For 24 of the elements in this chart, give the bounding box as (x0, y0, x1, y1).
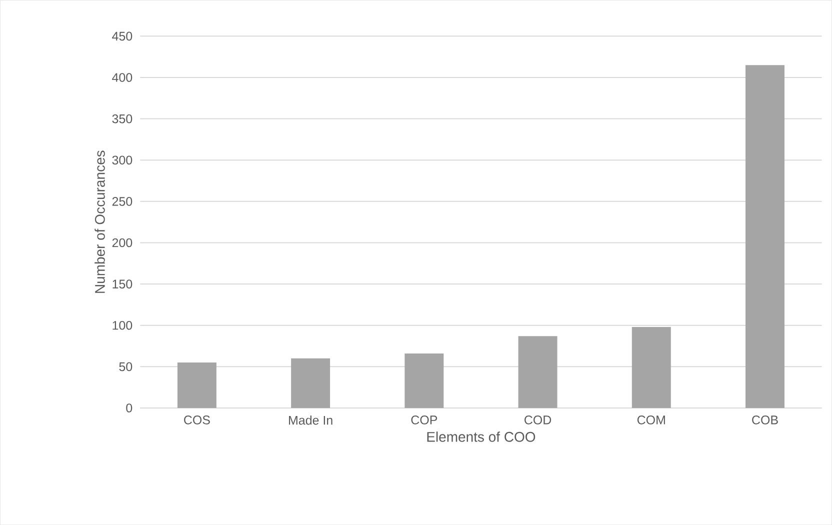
x-axis-title: Elements of COO (427, 432, 536, 442)
y-tick-label: 450 (112, 32, 132, 41)
y-tick-label: 400 (112, 73, 132, 82)
x-tick-label: COS (184, 415, 210, 424)
x-tick-label: COD (524, 415, 552, 424)
bar (177, 362, 216, 408)
y-tick-label: 150 (112, 280, 132, 288)
y-tick-label: 350 (112, 114, 132, 124)
bar (404, 353, 444, 408)
bar (291, 358, 330, 408)
bar (746, 65, 784, 408)
y-tick-label: 0 (126, 404, 132, 412)
x-tick-label: COM (637, 415, 665, 424)
bar (632, 326, 671, 408)
bar (518, 336, 558, 408)
y-tick-label: 100 (112, 320, 132, 330)
y-tick-label: 200 (112, 238, 132, 248)
y-tick-label: 50 (119, 362, 132, 372)
x-tick-label: COP (411, 415, 438, 424)
x-tick-label: Made In (289, 415, 332, 425)
y-tick-label: 300 (112, 156, 132, 164)
x-tick-label: COB (752, 415, 778, 424)
y-axis-title: Number of Occurances (94, 150, 105, 293)
y-tick-label: 250 (112, 196, 132, 206)
